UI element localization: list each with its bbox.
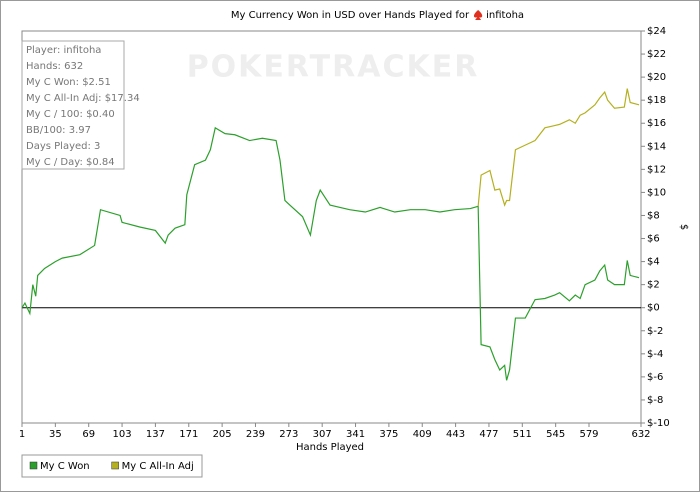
x-tick-label: 137 — [146, 429, 165, 440]
x-tick-label: 443 — [446, 429, 465, 440]
stat-line: Hands: 632 — [26, 61, 83, 72]
x-tick-label: 171 — [179, 429, 198, 440]
x-tick-label: 205 — [213, 429, 232, 440]
y-tick-label: $4 — [647, 257, 660, 268]
y-tick-label: $-2 — [647, 326, 663, 337]
y-tick-label: $16 — [647, 118, 666, 129]
y-tick-label: $0 — [647, 303, 660, 314]
y-tick-label: $18 — [647, 95, 666, 106]
player-icon — [473, 10, 483, 20]
legend-label: My C Won — [40, 461, 90, 472]
x-tick-label: 69 — [82, 429, 95, 440]
y-tick-label: $2 — [647, 280, 660, 291]
stats-box: Player: infitoha Hands: 632 My C Won: $2.5… — [21, 40, 140, 170]
y-tick-label: $-4 — [647, 349, 663, 360]
y-tick-label: $-10 — [647, 418, 670, 429]
y-tick-label: $8 — [647, 210, 660, 221]
y-tick-label: $6 — [647, 234, 660, 245]
x-tick-label: 307 — [313, 429, 332, 440]
x-axis-label: Hands Played — [296, 442, 364, 453]
y-tick-label: $-8 — [647, 395, 663, 406]
x-tick-label: 341 — [346, 429, 365, 440]
y-tick-label: $-6 — [647, 372, 663, 383]
stat-line: BB/100: 3.97 — [26, 125, 91, 136]
y-tick-label: $20 — [647, 72, 666, 83]
series-line — [21, 126, 640, 381]
x-tick-label: 273 — [279, 429, 298, 440]
y-tick-label: $22 — [647, 49, 666, 60]
stat-line: My C Won: $2.51 — [26, 77, 111, 88]
chart-title: My Currency Won in USD over Hands Played… — [231, 10, 470, 21]
stats-border — [21, 40, 125, 170]
y-tick-label: $14 — [647, 141, 666, 152]
plot-border — [21, 30, 642, 424]
stat-line: Days Played: 3 — [26, 141, 100, 152]
series-line — [477, 88, 640, 207]
x-tick-label: 239 — [246, 429, 265, 440]
player-name: infitoha — [486, 10, 524, 21]
x-tick-label: 375 — [379, 429, 398, 440]
x-tick-label: 579 — [579, 429, 598, 440]
legend-swatch — [29, 461, 38, 470]
x-tick-label: 409 — [413, 429, 432, 440]
x-tick-label: 103 — [113, 429, 132, 440]
stat-line: My C / Day: $0.84 — [26, 157, 115, 168]
x-tick-label: 545 — [546, 429, 565, 440]
y-tick-label: $10 — [647, 187, 666, 198]
x-tick-label: 477 — [479, 429, 498, 440]
x-tick-label: 632 — [631, 429, 650, 440]
x-tick-label: 1 — [19, 429, 25, 440]
stat-line: Player: infitoha — [26, 45, 101, 56]
x-tick-label: 35 — [49, 429, 62, 440]
watermark: POKERTRACKER — [187, 50, 480, 85]
y-tick-label: $24 — [647, 26, 666, 37]
y-axis-label: $ — [678, 224, 689, 230]
x-tick-label: 511 — [513, 429, 532, 440]
stat-line: My C / 100: $0.40 — [26, 109, 115, 120]
stat-line: My C All-In Adj: $17.34 — [26, 93, 140, 104]
y-tick-label: $12 — [647, 164, 666, 175]
legend-label: My C All-In Adj — [122, 461, 194, 472]
legend-swatch — [111, 461, 119, 470]
